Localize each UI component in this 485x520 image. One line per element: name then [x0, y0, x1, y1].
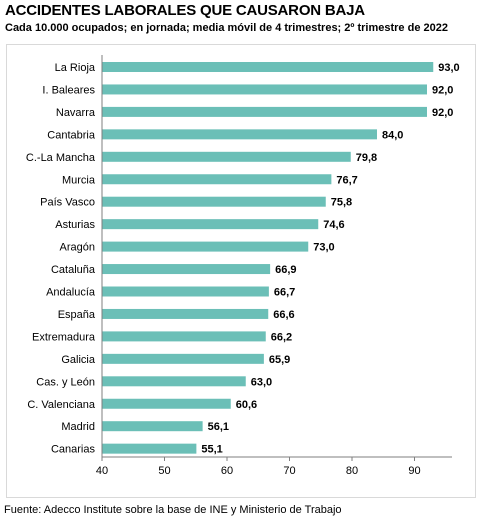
chart-subtitle: Cada 10.000 ocupados; en jornada; media …	[5, 22, 448, 34]
bar	[102, 174, 332, 185]
data-label: 60,6	[236, 399, 257, 411]
bar	[102, 151, 351, 162]
x-tick-label: 60	[221, 465, 233, 477]
category-label: C.-La Mancha	[26, 152, 96, 164]
x-tick-label: 70	[283, 465, 295, 477]
data-label: 92,0	[432, 84, 453, 96]
category-label: C. Valenciana	[27, 399, 96, 411]
bar	[102, 421, 203, 432]
bar	[102, 264, 271, 275]
x-tick-label: 40	[96, 465, 108, 477]
data-label: 93,0	[438, 62, 459, 74]
x-tick-label: 50	[158, 465, 170, 477]
data-label: 76,7	[336, 174, 357, 186]
data-label: 56,1	[208, 421, 229, 433]
bar	[102, 62, 434, 72]
category-label: España	[58, 309, 96, 321]
data-label: 79,8	[356, 152, 377, 164]
bar	[102, 106, 427, 117]
data-label: 63,0	[251, 376, 272, 388]
bar	[102, 219, 319, 230]
bar	[102, 84, 427, 95]
bar	[102, 308, 269, 319]
bar	[102, 376, 246, 387]
chart-title: ACCIDENTES LABORALES QUE CAUSARON BAJA	[5, 2, 365, 19]
data-label: 75,8	[331, 197, 352, 209]
data-label: 66,2	[271, 331, 292, 343]
category-label: Asturias	[55, 219, 95, 231]
category-label: Cas. y León	[36, 376, 95, 388]
bar	[102, 353, 264, 364]
category-label: Aragón	[60, 242, 95, 254]
category-label: Extremadura	[32, 331, 96, 343]
category-label: Canarias	[51, 444, 96, 456]
bar	[102, 129, 377, 140]
data-label: 66,7	[274, 287, 295, 299]
data-label: 92,0	[432, 107, 453, 119]
category-label: Madrid	[61, 421, 95, 433]
bar	[102, 398, 231, 409]
bar	[102, 241, 309, 252]
data-label: 66,9	[275, 264, 296, 276]
category-label: Navarra	[56, 107, 96, 119]
category-label: Andalucía	[46, 287, 96, 299]
category-label: Cantabria	[47, 129, 96, 141]
data-label: 55,1	[201, 444, 222, 456]
category-label: Murcia	[62, 174, 96, 186]
data-label: 74,6	[323, 219, 344, 231]
bar	[102, 443, 197, 454]
category-label: Cataluña	[51, 264, 96, 276]
category-label: I. Baleares	[42, 84, 95, 96]
x-tick-label: 80	[346, 465, 358, 477]
bar	[102, 286, 269, 297]
data-label: 73,0	[313, 242, 334, 254]
data-label: 84,0	[382, 129, 403, 141]
source-note: Fuente: Adecco Institute sobre la base d…	[4, 504, 342, 516]
chart-frame	[6, 44, 476, 498]
data-label: 65,9	[269, 354, 290, 366]
category-label: País Vasco	[40, 197, 95, 209]
bar	[102, 196, 326, 207]
data-label: 66,6	[273, 309, 294, 321]
bar	[102, 331, 266, 342]
category-label: La Rioja	[55, 62, 96, 74]
x-tick-label: 90	[408, 465, 420, 477]
category-label: Galicia	[61, 354, 96, 366]
